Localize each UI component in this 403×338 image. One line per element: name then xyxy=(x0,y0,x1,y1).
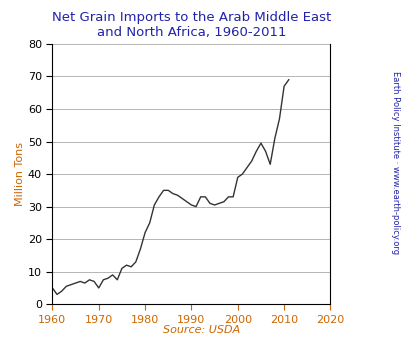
Text: Source: USDA: Source: USDA xyxy=(163,324,240,335)
Title: Net Grain Imports to the Arab Middle East
and North Africa, 1960-2011: Net Grain Imports to the Arab Middle Eas… xyxy=(52,10,331,39)
Y-axis label: Million Tons: Million Tons xyxy=(15,142,25,206)
Text: Earth Policy Institute · www.earth-policy.org: Earth Policy Institute · www.earth-polic… xyxy=(391,71,400,254)
